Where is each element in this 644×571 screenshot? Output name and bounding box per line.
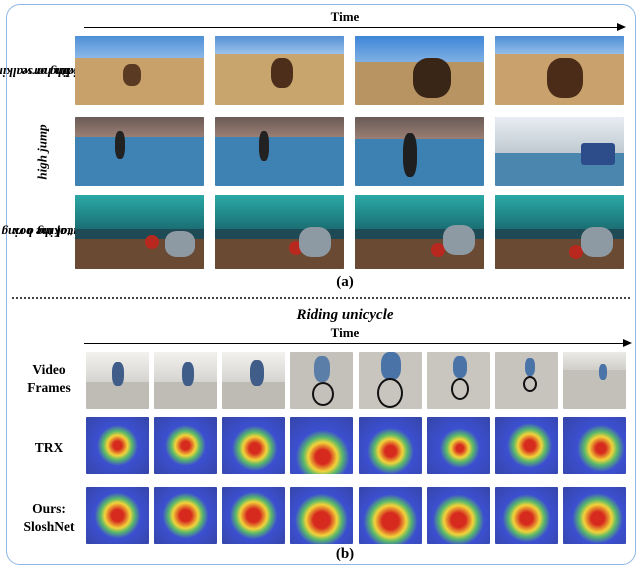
heatmap-sloshnet-5 bbox=[359, 487, 422, 544]
frame-video-1 bbox=[86, 352, 149, 409]
heatmap-sloshnet-3 bbox=[222, 487, 285, 544]
time-label-b: Time bbox=[330, 325, 360, 340]
section-divider bbox=[12, 297, 630, 299]
frame-video-8 bbox=[563, 352, 626, 409]
time-arrow-b bbox=[84, 339, 632, 347]
frame-highjump-4 bbox=[495, 117, 624, 186]
row-label-ring: taking a ring out of the box bbox=[1, 225, 88, 240]
heatmap-trx-4 bbox=[290, 417, 353, 474]
heatmap-trx-1 bbox=[86, 417, 149, 474]
heatmap-trx-2 bbox=[154, 417, 217, 474]
caption-a: (a) bbox=[336, 274, 354, 290]
frame-highjump-2 bbox=[215, 117, 344, 186]
row-label-horse: riding or walkingwith horse bbox=[0, 65, 83, 80]
row-label-trx: TRX bbox=[34, 440, 64, 455]
time-arrow-a bbox=[84, 23, 626, 31]
heatmap-trx-8 bbox=[563, 417, 626, 474]
time-label-a: Time bbox=[330, 9, 360, 24]
frame-video-2 bbox=[154, 352, 217, 409]
heatmap-sloshnet-6 bbox=[427, 487, 490, 544]
heatmap-sloshnet-2 bbox=[154, 487, 217, 544]
frame-horse-3 bbox=[355, 36, 484, 105]
heatmap-trx-7 bbox=[495, 417, 558, 474]
frame-video-7 bbox=[495, 352, 558, 409]
heatmap-sloshnet-1 bbox=[86, 487, 149, 544]
heatmap-trx-3 bbox=[222, 417, 285, 474]
caption-b: (b) bbox=[335, 546, 355, 562]
heatmap-trx-6 bbox=[427, 417, 490, 474]
frame-highjump-1 bbox=[75, 117, 204, 186]
heatmap-trx-5 bbox=[359, 417, 422, 474]
frame-video-3 bbox=[222, 352, 285, 409]
frame-ring-2 bbox=[215, 195, 344, 269]
row-label-highjump: high jump bbox=[35, 124, 50, 180]
frame-video-4 bbox=[290, 352, 353, 409]
frame-horse-2 bbox=[215, 36, 344, 105]
figure-frame bbox=[6, 4, 636, 565]
row-label-video-frames: Video Frames bbox=[27, 362, 71, 395]
heatmap-sloshnet-4 bbox=[290, 487, 353, 544]
frame-ring-4 bbox=[495, 195, 624, 269]
frame-video-6 bbox=[427, 352, 490, 409]
frame-horse-4 bbox=[495, 36, 624, 105]
frame-ring-1 bbox=[75, 195, 204, 269]
frame-highjump-3 bbox=[355, 117, 484, 186]
heatmap-sloshnet-8 bbox=[563, 487, 626, 544]
frame-video-5 bbox=[359, 352, 422, 409]
subtitle-riding-unicycle: Riding unicycle bbox=[296, 307, 394, 323]
row-label-sloshnet: Ours: SloshNet bbox=[23, 501, 75, 534]
frame-horse-1 bbox=[75, 36, 204, 105]
frame-ring-3 bbox=[355, 195, 484, 269]
heatmap-sloshnet-7 bbox=[495, 487, 558, 544]
